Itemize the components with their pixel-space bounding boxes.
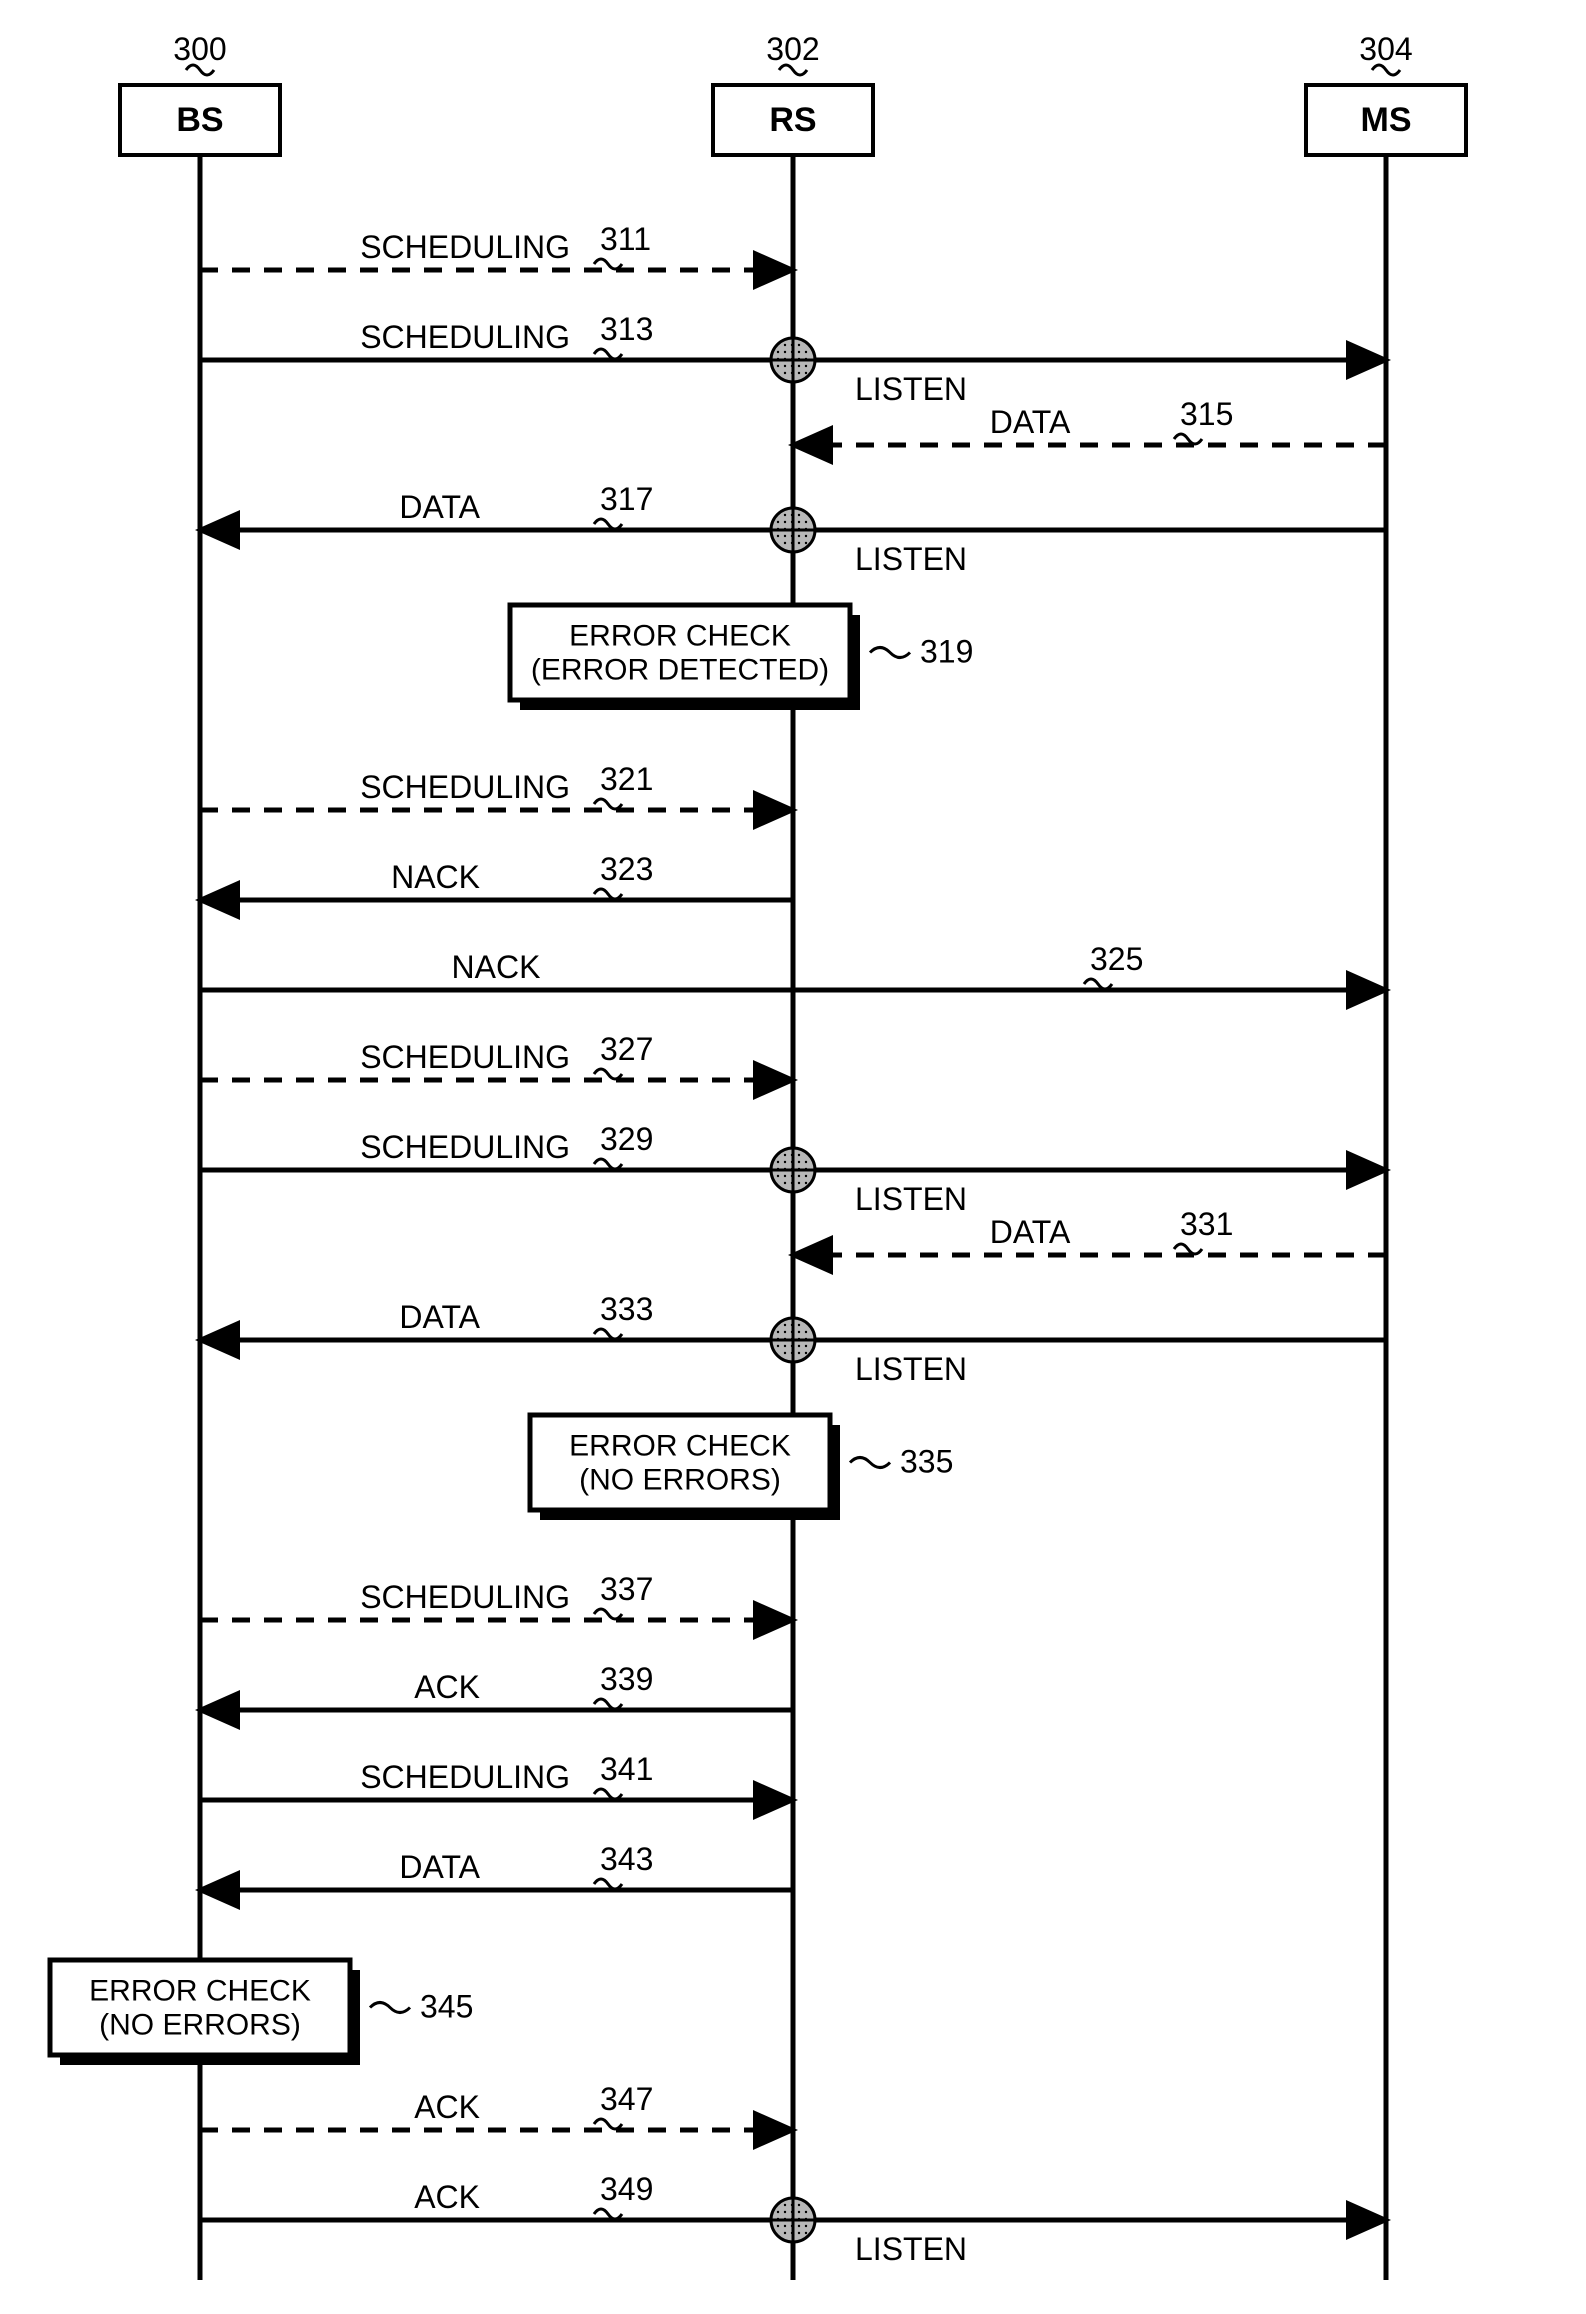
ref-number: 329 [600,1121,653,1157]
ref-number: 321 [600,761,653,797]
listen-label: LISTEN [855,1351,967,1387]
actor-ref: 300 [173,31,226,67]
message-label: SCHEDULING [360,319,570,355]
ref-number: 327 [600,1031,653,1067]
ref-number: 349 [600,2171,653,2207]
message-label: DATA [399,1299,480,1335]
ref-number: 313 [600,311,653,347]
actor-label: MS [1361,101,1412,139]
message-label: DATA [990,1214,1071,1250]
message-label: SCHEDULING [360,769,570,805]
message-label: SCHEDULING [360,1579,570,1615]
ref-number: 335 [900,1444,953,1480]
message-label: SCHEDULING [360,1039,570,1075]
message-label: SCHEDULING [360,229,570,265]
listen-label: LISTEN [855,541,967,577]
ref-number: 323 [600,851,653,887]
ref-number: 345 [420,1989,473,2025]
actor-ref: 304 [1359,31,1412,67]
process-text: ERROR CHECK [89,1975,311,2008]
listen-label: LISTEN [855,1181,967,1217]
ref-number: 347 [600,2081,653,2117]
message-label: NACK [452,949,541,985]
ref-number: 317 [600,481,653,517]
sequence-diagram: 300 BS 302 RS 304 MS SCHEDULING 311 SCHEDULING 31… [0,0,1586,2314]
message-label: ACK [414,1669,480,1705]
ref-number: 311 [600,221,651,257]
ref-number: 339 [600,1661,653,1697]
actor-ref: 302 [766,31,819,67]
listen-label: LISTEN [855,371,967,407]
process-text: (NO ERRORS) [579,1464,781,1497]
ref-number: 325 [1090,941,1143,977]
message-label: DATA [990,404,1071,440]
ref-number: 333 [600,1291,653,1327]
listen-label: LISTEN [855,2231,967,2267]
process-text: ERROR CHECK [569,620,791,653]
ref-number: 341 [600,1751,653,1787]
process-text: (NO ERRORS) [99,2009,301,2042]
ref-number: 343 [600,1841,653,1877]
ref-number: 337 [600,1571,653,1607]
ref-number: 315 [1180,396,1233,432]
message-label: DATA [399,489,480,525]
ref-number: 319 [920,634,973,670]
message-label: SCHEDULING [360,1129,570,1165]
ref-number: 331 [1180,1206,1233,1242]
message-label: SCHEDULING [360,1759,570,1795]
actor-label: BS [176,101,223,139]
process-text: (ERROR DETECTED) [531,654,829,687]
process-text: ERROR CHECK [569,1430,791,1463]
actor-label: RS [769,101,816,139]
message-label: DATA [399,1849,480,1885]
message-label: ACK [414,2089,480,2125]
message-label: ACK [414,2179,480,2215]
message-label: NACK [391,859,480,895]
